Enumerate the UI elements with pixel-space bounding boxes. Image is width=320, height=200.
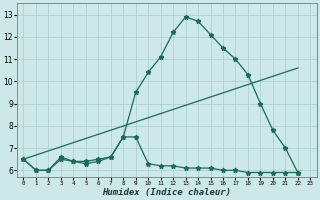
X-axis label: Humidex (Indice chaleur): Humidex (Indice chaleur) bbox=[102, 188, 231, 197]
